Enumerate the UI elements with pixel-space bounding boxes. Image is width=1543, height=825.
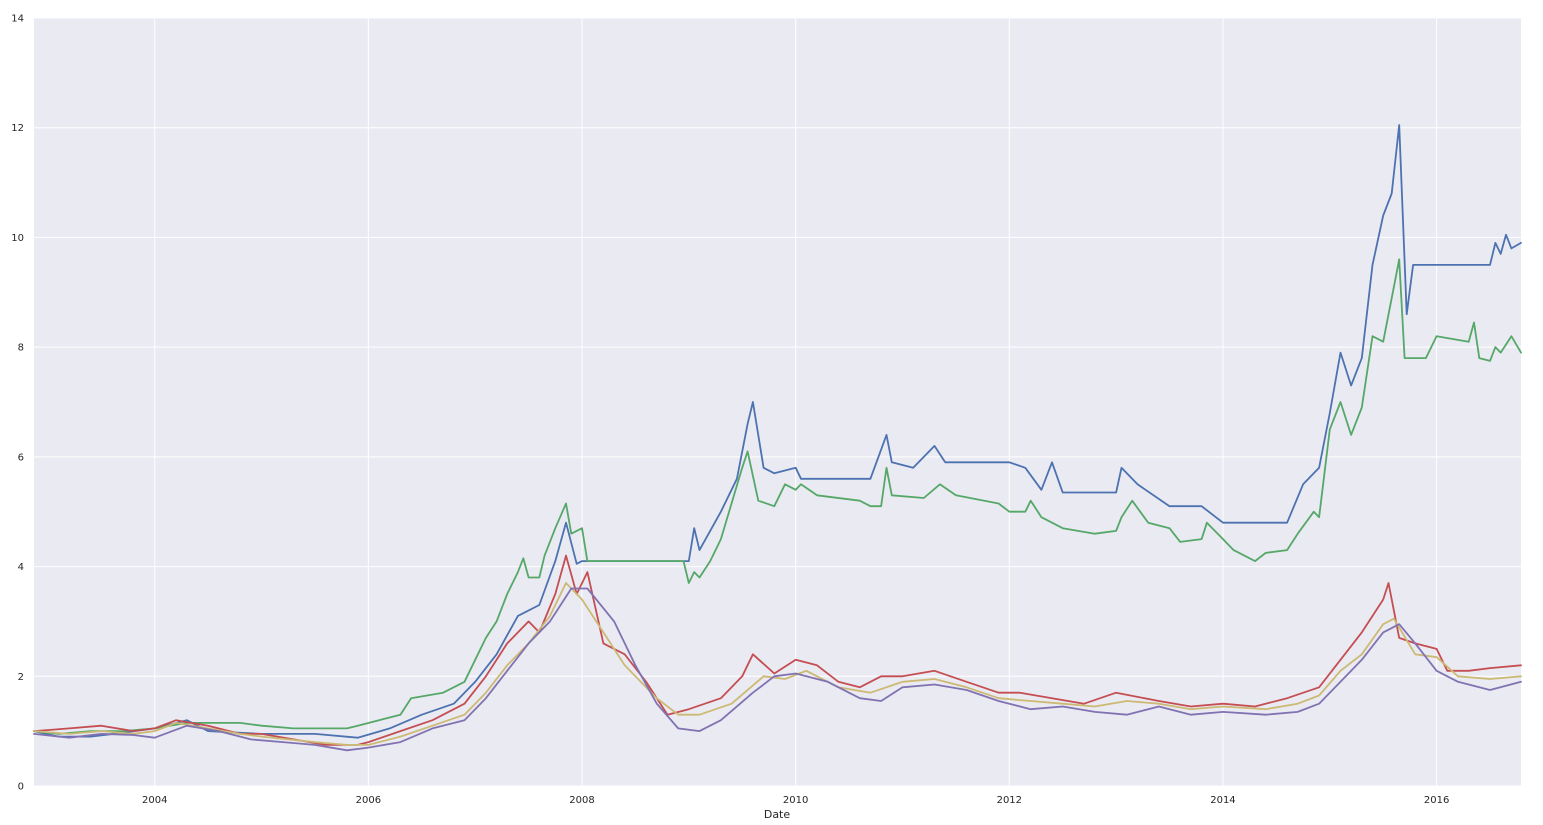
y-tick-label: 6 <box>18 452 24 463</box>
y-tick-label: 12 <box>11 123 24 134</box>
y-tick-label: 8 <box>18 343 24 354</box>
x-tick-label: 2004 <box>142 795 167 806</box>
y-tick-label: 2 <box>18 672 24 683</box>
x-tick-label: 2014 <box>1210 795 1235 806</box>
series-lines <box>33 124 1522 752</box>
x-tick-label: 2012 <box>997 795 1022 806</box>
y-tick-label: 10 <box>11 233 24 244</box>
series-line-5 <box>33 587 1522 752</box>
y-tick-labels: 0 2 4 6 8 10 12 14 <box>11 14 24 793</box>
series-line-3 <box>33 554 1522 746</box>
series-line-2 <box>33 258 1522 735</box>
x-tick-label: 2010 <box>783 795 808 806</box>
x-tick-labels: 2004 2006 2008 2010 2012 2014 2016 <box>142 795 1449 806</box>
y-tick-label: 14 <box>11 14 24 25</box>
series-line-1 <box>33 124 1522 739</box>
y-tick-label: 4 <box>18 562 24 573</box>
series-line-4 <box>33 582 1522 746</box>
x-tick-label: 2008 <box>569 795 594 806</box>
plot-background <box>34 18 1521 786</box>
x-tick-label: 2016 <box>1424 795 1449 806</box>
x-axis-label: Date <box>764 808 791 821</box>
y-tick-label: 0 <box>18 782 24 793</box>
x-tick-label: 2006 <box>356 795 381 806</box>
